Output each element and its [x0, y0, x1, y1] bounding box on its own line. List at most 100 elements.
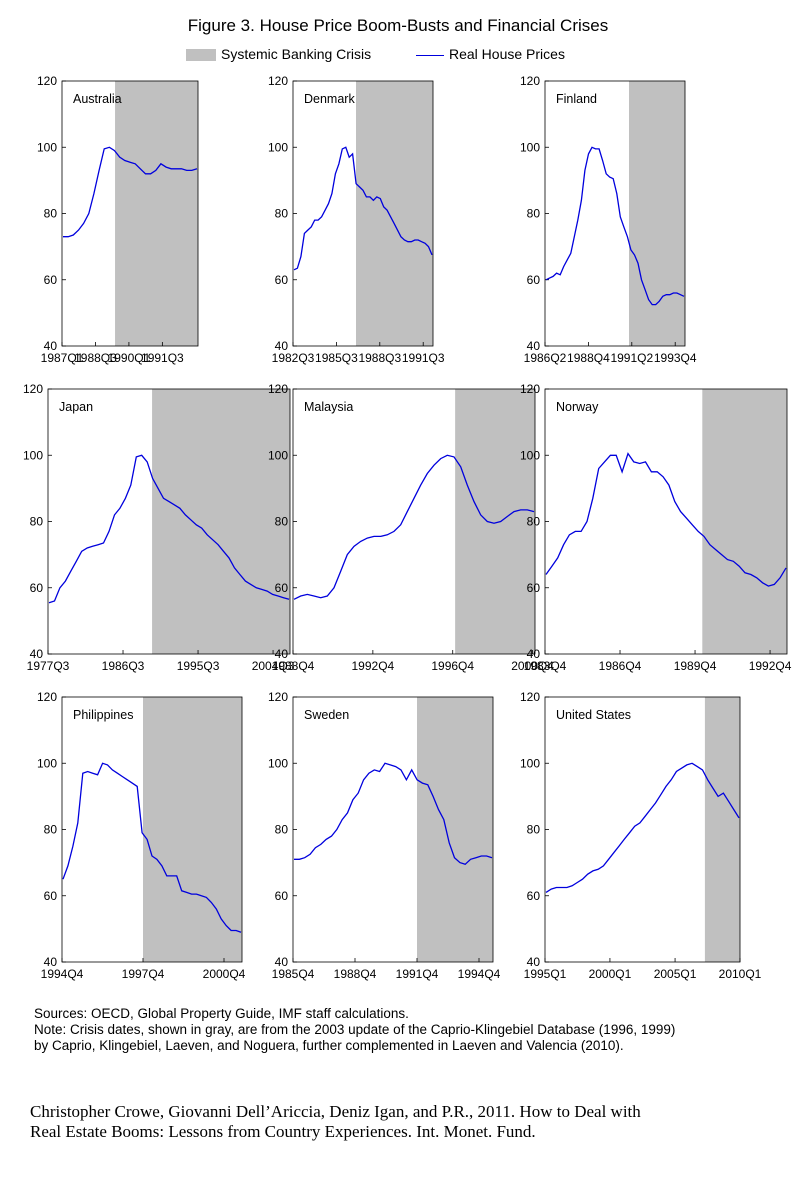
notes-note-line2: by Caprio, Klingebiel, Laeven, and Nogue… [34, 1038, 624, 1053]
denmark-ytick-label-60: 60 [275, 273, 289, 287]
australia-country-label: Australia [73, 92, 122, 106]
norway-ytick-label-60: 60 [527, 581, 541, 595]
philippines-ytick-label-60: 60 [44, 889, 58, 903]
japan-crisis-band [152, 389, 290, 654]
denmark-xtick-label-3: 1991Q3 [402, 351, 445, 365]
norway-country-label: Norway [556, 400, 599, 414]
finland-xtick-label-1: 1988Q4 [567, 351, 610, 365]
united-states-ytick-label-120: 120 [520, 690, 540, 704]
norway-ytick-label-40: 40 [527, 647, 541, 661]
sweden-ytick-label-100: 100 [268, 756, 288, 770]
united-states-ytick-label-40: 40 [527, 955, 541, 969]
legend: Systemic Banking Crisis Real House Price… [0, 46, 796, 66]
finland-ytick-label-120: 120 [520, 74, 540, 88]
united-states-xtick-label-0: 1995Q1 [524, 967, 567, 981]
philippines-crisis-band [143, 697, 242, 962]
australia-ytick-label-120: 120 [37, 74, 57, 88]
philippines-ytick-label-40: 40 [44, 955, 58, 969]
japan-ytick-label-60: 60 [30, 581, 44, 595]
united-states-xtick-label-2: 2005Q1 [654, 967, 697, 981]
legend-crisis-swatch [186, 49, 216, 61]
united-states-ytick-label-100: 100 [520, 756, 540, 770]
figure-title: Figure 3. House Price Boom-Busts and Fin… [187, 16, 609, 35]
finland-xtick-label-2: 1991Q2 [610, 351, 653, 365]
japan-xtick-label-0: 1977Q3 [27, 659, 70, 673]
notes-note-line1: Note: Crisis dates, shown in gray, are f… [34, 1022, 676, 1037]
malaysia-xtick-label-0: 1988Q4 [272, 659, 315, 673]
finland-crisis-band [629, 81, 685, 346]
denmark-crisis-band [356, 81, 433, 346]
citation: Christopher Crowe, Giovanni Dell’Ariccia… [30, 1102, 641, 1142]
denmark-country-label: Denmark [304, 92, 355, 106]
united-states-xtick-label-3: 2010Q1 [719, 967, 762, 981]
japan-ytick-label-80: 80 [30, 515, 44, 529]
malaysia-ytick-label-80: 80 [275, 515, 289, 529]
norway-price-line [545, 452, 787, 587]
denmark-ytick-label-40: 40 [275, 339, 289, 353]
japan-price-line [48, 454, 290, 604]
sweden-xtick-label-2: 1991Q4 [396, 967, 439, 981]
denmark-xtick-label-2: 1988Q3 [358, 351, 401, 365]
malaysia-ytick-label-100: 100 [268, 448, 288, 462]
japan-ytick-label-120: 120 [23, 382, 43, 396]
sweden-ytick-label-60: 60 [275, 889, 289, 903]
united-states-price-line [545, 762, 740, 893]
australia-ytick-label-40: 40 [44, 339, 58, 353]
japan-ytick-label-40: 40 [30, 647, 44, 661]
citation-line1: Christopher Crowe, Giovanni Dell’Ariccia… [30, 1102, 641, 1121]
japan-xtick-label-1: 1986Q3 [102, 659, 145, 673]
finland-xtick-label-3: 1993Q4 [654, 351, 697, 365]
norway-ytick-label-100: 100 [520, 448, 540, 462]
philippines-xtick-label-2: 2000Q4 [203, 967, 246, 981]
malaysia-xtick-label-1: 1992Q4 [352, 659, 395, 673]
japan-xtick-label-3: 2004Q3 [252, 659, 295, 673]
australia-ytick-label-100: 100 [37, 140, 57, 154]
united-states-ytick-label-60: 60 [527, 889, 541, 903]
denmark-xtick-label-1: 1985Q3 [315, 351, 358, 365]
malaysia-country-label: Malaysia [304, 400, 353, 414]
finland-ytick-label-40: 40 [527, 339, 541, 353]
sweden-price-line [294, 762, 493, 866]
finland-ytick-label-100: 100 [520, 140, 540, 154]
japan-country-label: Japan [59, 400, 93, 414]
norway-xtick-label-0: 1983Q4 [524, 659, 567, 673]
norway-xtick-label-2: 1989Q4 [674, 659, 717, 673]
malaysia-price-line [293, 454, 535, 600]
sweden-ytick-label-40: 40 [275, 955, 289, 969]
united-states-xtick-label-1: 2000Q1 [589, 967, 632, 981]
australia-ytick-label-60: 60 [44, 273, 58, 287]
finland-country-label: Finland [556, 92, 597, 106]
united-states-ytick-label-80: 80 [527, 823, 541, 837]
australia-xtick-label-3: 1991Q3 [141, 351, 184, 365]
legend-crisis-label: Systemic Banking Crisis [221, 46, 372, 62]
malaysia-ytick-label-120: 120 [268, 382, 288, 396]
united-states-crisis-band [704, 697, 740, 962]
norway-ytick-label-120: 120 [520, 382, 540, 396]
legend-price-line [416, 55, 444, 56]
sweden-xtick-label-3: 1994Q4 [458, 967, 501, 981]
norway-xtick-label-1: 1986Q4 [599, 659, 642, 673]
sweden-xtick-label-1: 1988Q4 [334, 967, 377, 981]
sweden-ytick-label-120: 120 [268, 690, 288, 704]
philippines-ytick-label-80: 80 [44, 823, 58, 837]
sweden-ytick-label-80: 80 [275, 823, 289, 837]
sweden-country-label: Sweden [304, 708, 349, 722]
malaysia-ytick-label-60: 60 [275, 581, 289, 595]
malaysia-ytick-label-40: 40 [275, 647, 289, 661]
japan-xtick-label-2: 1995Q3 [177, 659, 220, 673]
denmark-ytick-label-120: 120 [268, 74, 288, 88]
finland-ytick-label-60: 60 [527, 273, 541, 287]
australia-ytick-label-80: 80 [44, 207, 58, 221]
australia-xtick-label-2: 1990Q1 [108, 351, 151, 365]
philippines-ytick-label-100: 100 [37, 756, 57, 770]
citation-line2: Real Estate Booms: Lessons from Country … [30, 1122, 536, 1141]
denmark-xtick-label-0: 1982Q3 [272, 351, 315, 365]
philippines-ytick-label-120: 120 [37, 690, 57, 704]
united-states-country-label: United States [556, 708, 631, 722]
denmark-ytick-label-80: 80 [275, 207, 289, 221]
legend-price-label: Real House Prices [449, 46, 565, 62]
australia-crisis-band [115, 81, 198, 346]
chart-grid: 4060801001201987Q11988Q31990Q11991Q3Aust… [23, 74, 792, 981]
australia-price-line [63, 146, 198, 238]
notes: Sources: OECD, Global Property Guide, IM… [34, 1006, 675, 1054]
